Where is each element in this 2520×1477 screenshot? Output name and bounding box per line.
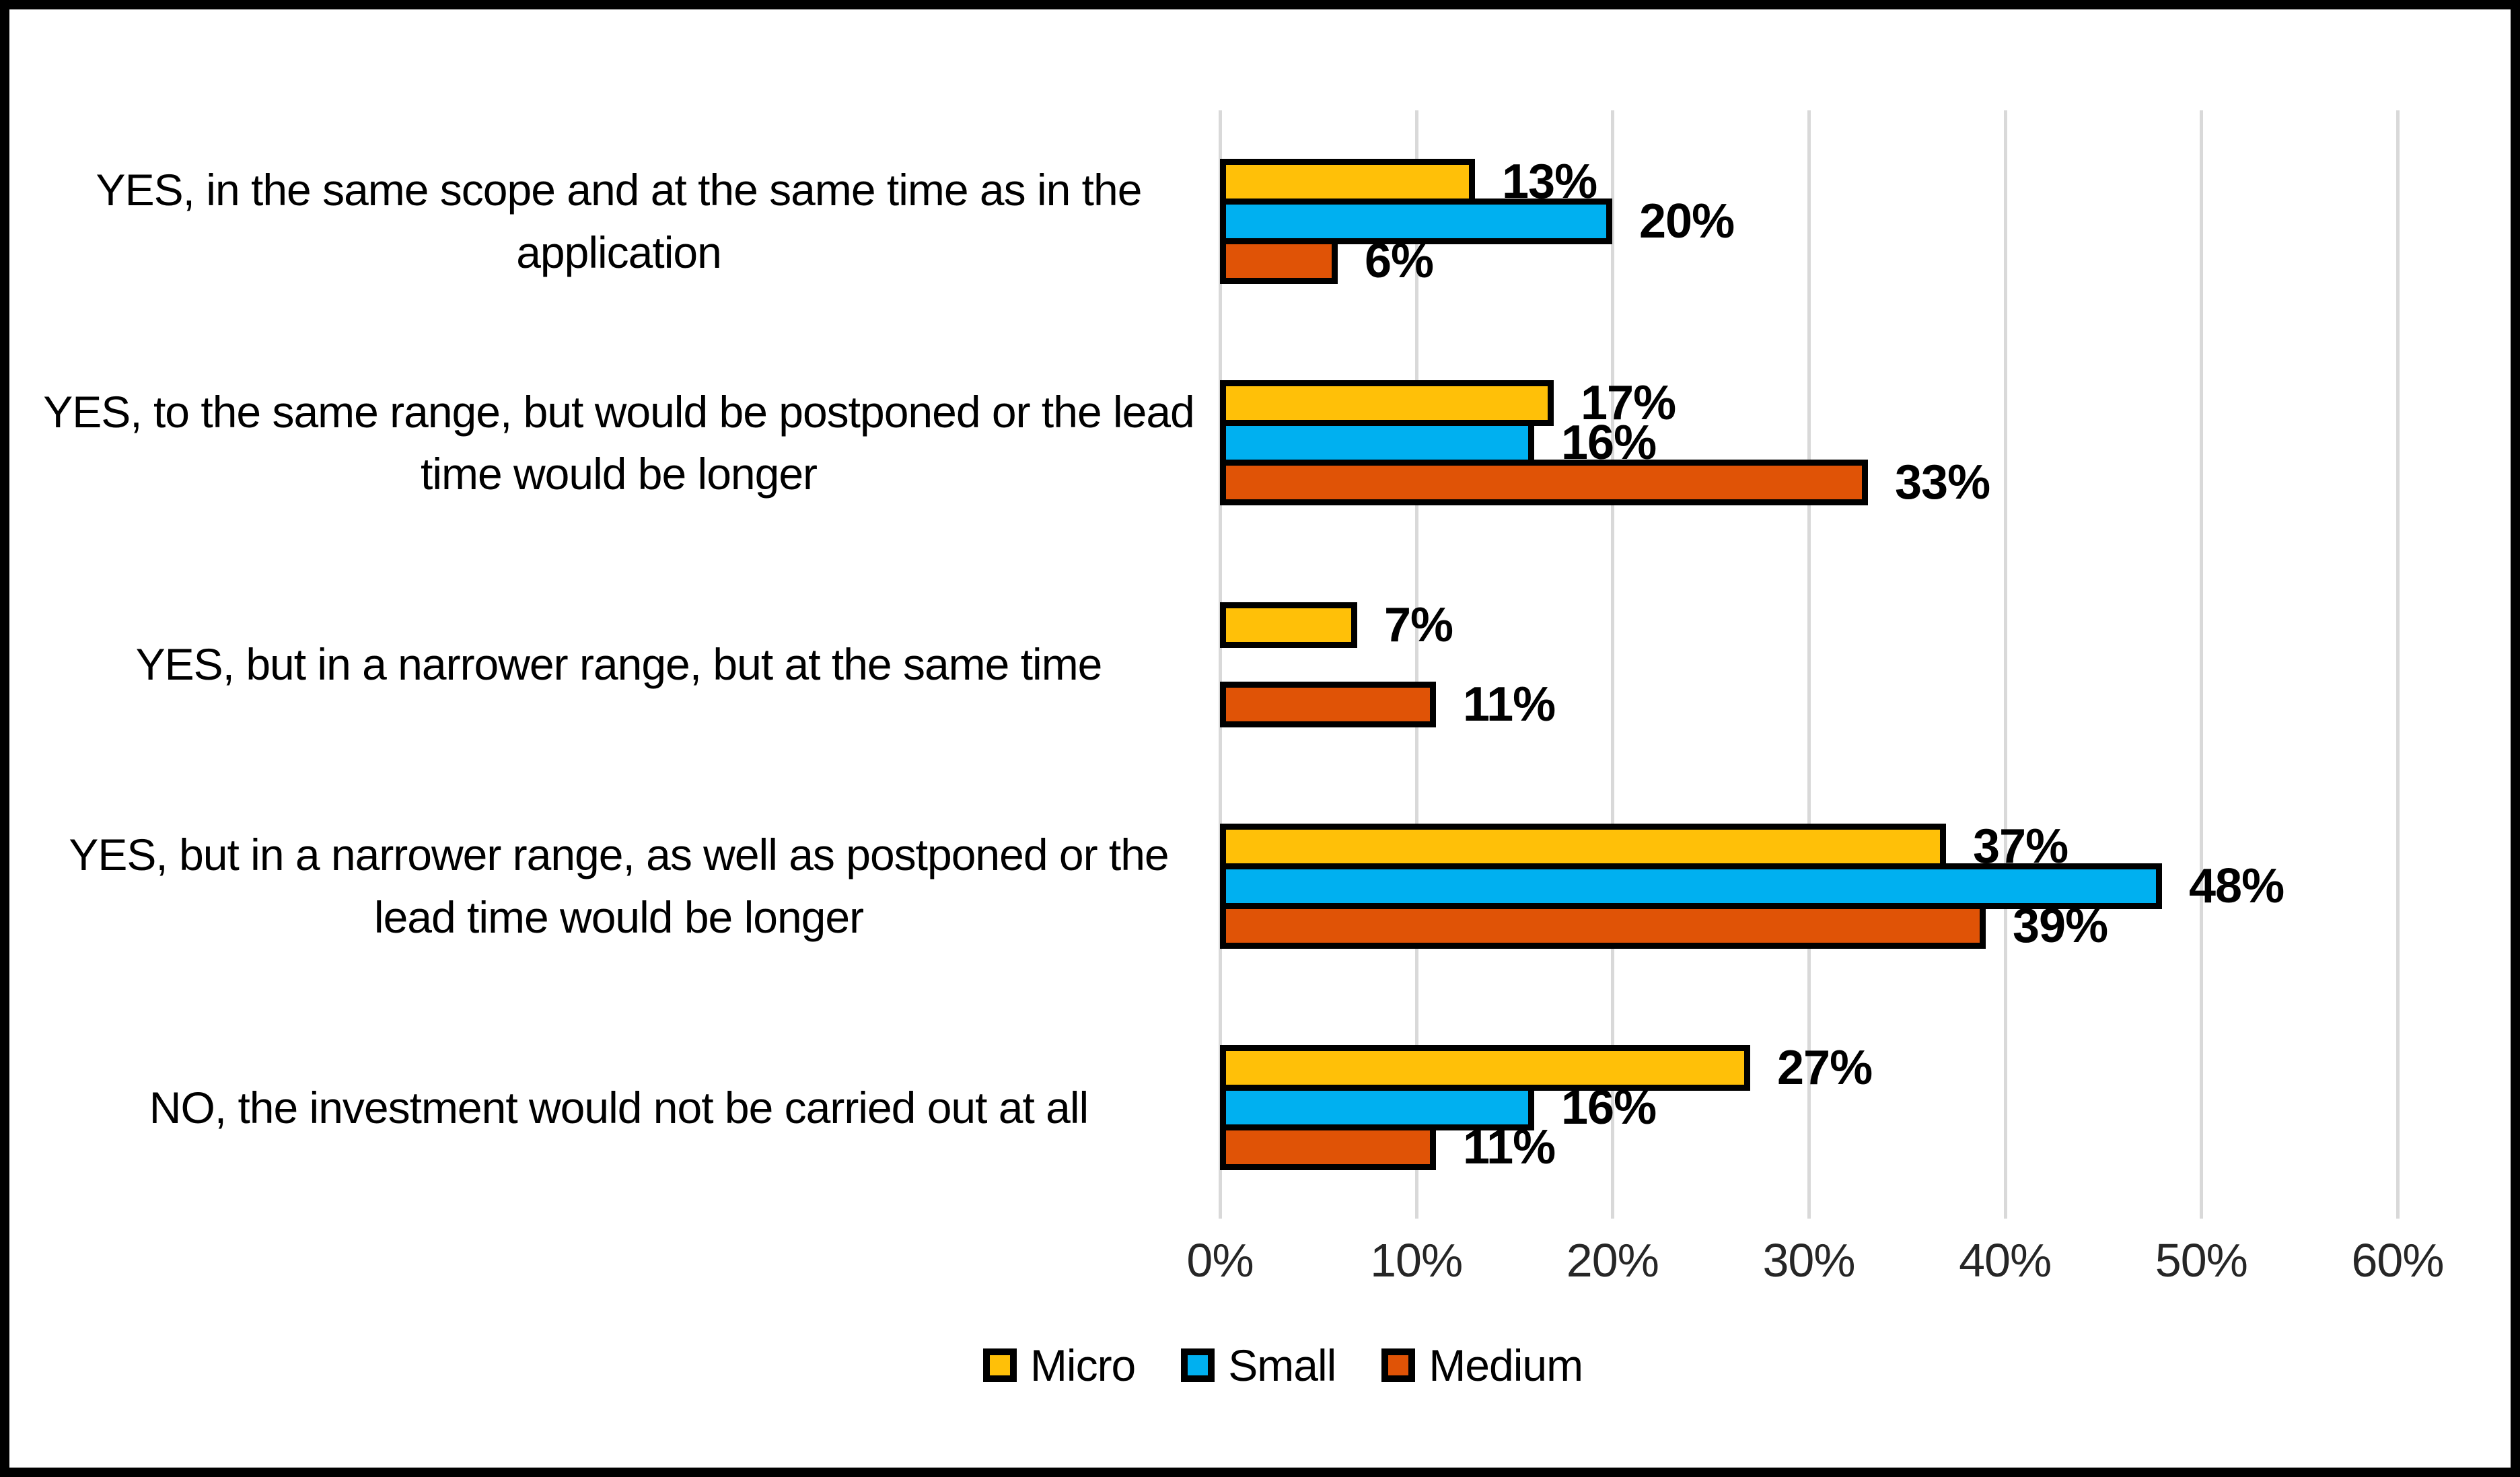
x-axis-tick-label: 60% <box>2351 1234 2444 1287</box>
x-axis-tick-label: 20% <box>1566 1234 1659 1287</box>
legend: Micro Small Medium <box>32 1340 2511 1391</box>
bar-value-label: 6% <box>1365 233 1434 288</box>
x-axis-tick-label: 30% <box>1762 1234 1855 1287</box>
gridline <box>1611 110 1615 1219</box>
category-label: YES, in the same scope and at the same t… <box>96 165 1143 277</box>
bar-micro <box>1220 158 1475 205</box>
x-axis-tick-label: 10% <box>1370 1234 1463 1287</box>
bar-value-label: 37% <box>1973 819 2068 873</box>
bar-medium <box>1220 238 1338 284</box>
bar-value-label: 7% <box>1384 598 1453 652</box>
bar-medium <box>1220 1124 1436 1171</box>
category-label: YES, but in a narrower range, as well as… <box>69 830 1169 942</box>
gridline <box>1807 110 1811 1219</box>
bar-value-label: 39% <box>2013 898 2108 953</box>
bar-small <box>1220 420 1534 466</box>
legend-label: Medium <box>1429 1340 1583 1390</box>
gridline <box>1414 110 1418 1219</box>
bar-value-label: 11% <box>1463 1120 1556 1175</box>
gridline <box>2003 110 2007 1219</box>
bar-value-label: 27% <box>1777 1041 1873 1095</box>
bar-value-label: 17% <box>1581 376 1676 431</box>
legend-swatch <box>982 1348 1017 1382</box>
legend-label: Small <box>1228 1340 1336 1390</box>
legend-item-small: Small <box>1181 1340 1336 1391</box>
legend-swatch <box>1181 1348 1215 1382</box>
legend-item-micro: Micro <box>982 1340 1136 1391</box>
bar-micro <box>1220 823 1946 869</box>
x-axis-tick-label: 40% <box>1959 1234 2052 1287</box>
bar-small <box>1220 198 1612 244</box>
gridline <box>2396 110 2400 1219</box>
legend-label: Micro <box>1030 1340 1136 1390</box>
legend-item-medium: Medium <box>1381 1340 1583 1391</box>
bar-micro <box>1220 1045 1750 1091</box>
bar-micro <box>1220 380 1554 427</box>
bar-medium <box>1220 460 1868 506</box>
category-label: NO, the investment would not be carried … <box>149 1083 1089 1133</box>
bar-value-label: 16% <box>1561 1081 1657 1135</box>
bar-value-label: 16% <box>1561 416 1657 470</box>
category-label: YES, but in a narrower range, but at the… <box>135 639 1103 690</box>
bar-value-label: 20% <box>1639 194 1735 248</box>
bar-value-label: 11% <box>1463 677 1556 731</box>
gridline <box>2200 110 2204 1219</box>
x-axis-tick-label: 50% <box>2155 1234 2248 1287</box>
gridline <box>1219 110 1222 1219</box>
category-label: YES, to the same range, but would be pos… <box>43 386 1195 499</box>
bar-micro <box>1220 602 1357 648</box>
bar-medium <box>1220 681 1436 727</box>
bar-value-label: 13% <box>1502 154 1597 209</box>
bar-medium <box>1220 902 1986 949</box>
x-axis-tick-label: 0% <box>1186 1234 1254 1287</box>
bar-value-label: 33% <box>1895 456 1990 510</box>
bar-value-label: 48% <box>2189 859 2284 913</box>
legend-swatch <box>1381 1348 1416 1382</box>
